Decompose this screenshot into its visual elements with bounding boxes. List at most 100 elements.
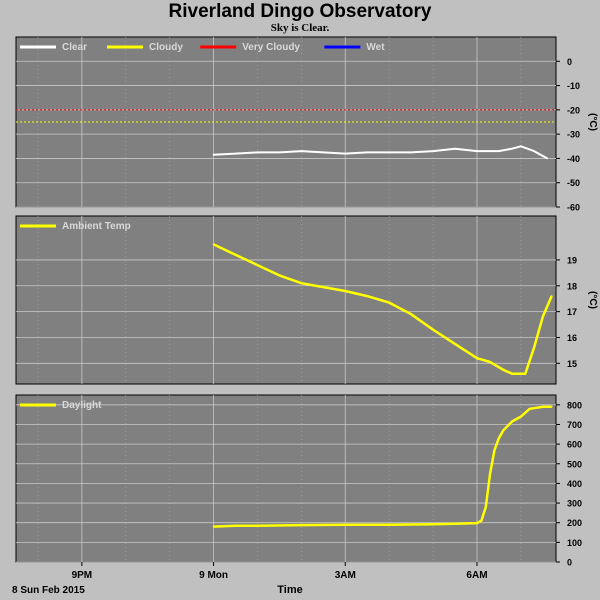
data-point [550, 405, 553, 408]
legend-label: Clear [62, 42, 87, 53]
y-tick-label: 600 [567, 440, 582, 450]
data-point [234, 152, 237, 155]
data-point [278, 274, 281, 277]
data-point [432, 150, 434, 153]
data-point [212, 243, 215, 246]
y-axis-label: (°C) [587, 291, 598, 309]
y-tick-label: -20 [567, 105, 580, 115]
y-tick-label: 500 [567, 459, 582, 469]
legend-label: Daylight [62, 400, 102, 411]
data-point [489, 472, 492, 475]
data-point [484, 506, 487, 508]
data-point [256, 524, 259, 527]
y-tick-label: -60 [567, 203, 580, 213]
data-point [322, 151, 325, 154]
data-point [515, 372, 518, 375]
y-tick-label: 700 [567, 420, 582, 430]
data-point [454, 343, 456, 345]
y-tick-label: 19 [567, 255, 577, 265]
data-point [533, 150, 535, 153]
y-tick-label: 100 [567, 538, 582, 548]
series-line-clear [213, 145, 548, 160]
chart-panel-3: 0 100 200 300 400 500 600 700 800 Daylight [15, 394, 582, 568]
legend-label: Wet [366, 42, 385, 53]
chart-panel-1: 0 -10 -20 -30 -40 -50 -60 (°C) Clear Cloudy Very C… [15, 36, 598, 213]
data-point [256, 264, 259, 267]
data-point [344, 290, 347, 292]
data-point [344, 523, 347, 526]
data-point [366, 295, 369, 298]
data-point [388, 523, 391, 526]
x-tick-label: 9PM [72, 570, 93, 581]
data-point [493, 449, 496, 451]
data-point [432, 523, 434, 526]
y-tick-label: 0 [567, 558, 572, 568]
data-point [432, 328, 434, 331]
y-tick-label: 400 [567, 479, 582, 489]
chart-title: Riverland Dingo Observatory [168, 1, 432, 22]
x-tick-label: 9 Mon [199, 570, 228, 581]
y-tick-label: 18 [567, 281, 577, 291]
data-point [278, 151, 281, 154]
data-point [410, 151, 413, 154]
data-point [234, 524, 237, 527]
data-point [388, 151, 391, 154]
chart-panel-2: 15 16 17 18 19 (°C) Ambient Temp [15, 215, 598, 385]
data-point [388, 301, 391, 304]
data-point [546, 157, 549, 160]
y-tick-label: -10 [567, 81, 580, 91]
y-tick-label: 800 [567, 400, 582, 410]
y-tick-label: 200 [567, 518, 582, 528]
data-point [212, 525, 215, 528]
y-tick-label: 300 [567, 499, 582, 509]
data-point [234, 253, 237, 256]
data-point [366, 151, 369, 154]
data-point [476, 357, 478, 360]
legend-label: Ambient Temp [62, 221, 131, 232]
data-point [300, 282, 303, 285]
data-point [476, 150, 478, 153]
data-point [454, 147, 456, 150]
data-point [300, 150, 303, 153]
data-point [212, 153, 215, 156]
data-point [502, 368, 505, 371]
x-tick-label: 6AM [466, 570, 487, 581]
data-point [300, 524, 303, 526]
legend-label: Cloudy [149, 42, 183, 53]
x-axis-label: Time [277, 584, 303, 596]
data-point [519, 415, 522, 418]
y-tick-label: 15 [567, 359, 577, 369]
data-point [528, 407, 531, 410]
data-point [541, 315, 544, 318]
data-point [480, 519, 483, 522]
data-point [541, 405, 544, 408]
data-point [454, 522, 456, 525]
data-point [256, 151, 259, 154]
date-label: 8 Sun Feb 2015 [12, 585, 85, 596]
y-tick-label: -30 [567, 130, 580, 140]
y-tick-label: 16 [567, 333, 577, 343]
data-point [511, 420, 513, 423]
data-point [511, 147, 513, 150]
x-tick-label: 3AM [335, 570, 356, 581]
data-point [322, 286, 325, 288]
data-point [410, 313, 413, 316]
y-tick-label: -50 [567, 178, 580, 188]
data-point [489, 361, 492, 363]
data-point [519, 145, 522, 148]
plot-area [15, 394, 557, 563]
legend-label: Very Cloudy [242, 42, 300, 53]
data-point [524, 372, 527, 375]
chart-subtitle: Sky is Clear. [270, 22, 330, 34]
data-point [476, 522, 478, 524]
plot-area [15, 215, 557, 385]
y-tick-label: 17 [567, 307, 577, 317]
series-line-daylight [213, 405, 552, 528]
data-point [502, 429, 505, 432]
data-point [533, 346, 535, 349]
y-tick-label: -40 [567, 154, 580, 164]
data-point [511, 372, 513, 375]
data-point [498, 150, 500, 153]
y-tick-label: 0 [567, 57, 572, 67]
